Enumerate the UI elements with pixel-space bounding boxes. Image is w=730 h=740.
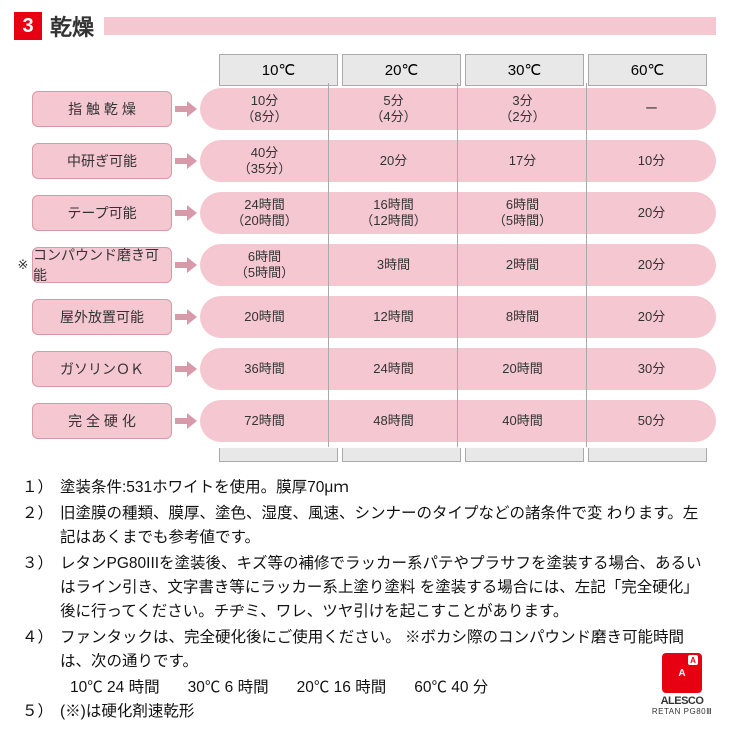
column-header: 10℃ [219, 54, 338, 86]
data-pill: 24時間（20時間）16時間（12時間）6時間（5時間）20分 [200, 192, 716, 234]
section-number: 3 [14, 12, 42, 40]
drying-table: 10℃20℃30℃60℃ 指 触 乾 燥 10分（8分）5分（4分）3分（2分）ー… [14, 54, 716, 462]
data-cell: 20分 [329, 140, 458, 182]
data-cell: 16時間（12時間） [329, 192, 458, 234]
data-cell: 36時間 [200, 348, 329, 390]
column-footers [219, 448, 716, 462]
data-cell: 48時間 [329, 400, 458, 442]
arrow-icon [172, 360, 200, 378]
data-cell: 12時間 [329, 296, 458, 338]
data-cell: 20時間 [458, 348, 587, 390]
note-number: ３） [22, 552, 60, 624]
logo-sub: RETAN PG80Ⅲ [648, 707, 716, 716]
notes: １）塗装条件:531ホワイトを使用。膜厚70μｍ２）旧塗膜の種類、膜厚、塗色、湿… [22, 476, 708, 724]
time-value: 30℃ 6 時間 [188, 676, 269, 700]
note-number: １） [22, 476, 60, 500]
data-pill: 36時間24時間20時間30分 [200, 348, 716, 390]
note-text: レタンPG80IIIを塗装後、キズ等の補修でラッカー系パテやプラサフを塗装する場… [60, 552, 708, 624]
table-row: 中研ぎ可能 40分（35分）20分17分10分 [14, 138, 716, 184]
table-row: 屋外放置可能 20時間12時間8時間20分 [14, 294, 716, 340]
time-value: 60℃ 40 分 [414, 676, 488, 700]
section-title: 乾燥 [50, 10, 94, 42]
data-cell: 24時間 [329, 348, 458, 390]
row-annotation: ※ [14, 257, 32, 273]
data-cell: 3分（2分） [458, 88, 587, 130]
data-cell: 6時間（5時間） [458, 192, 587, 234]
column-header: 20℃ [342, 54, 461, 86]
row-label: コンパウンド磨き可能 [32, 247, 172, 283]
table-row: テープ可能 24時間（20時間）16時間（12時間）6時間（5時間）20分 [14, 190, 716, 236]
note-number: ２） [22, 502, 60, 550]
arrow-icon [172, 256, 200, 274]
data-cell: 20時間 [200, 296, 329, 338]
data-pill: 10分（8分）5分（4分）3分（2分）ー [200, 88, 716, 130]
table-row: 指 触 乾 燥 10分（8分）5分（4分）3分（2分）ー [14, 86, 716, 132]
compound-times: 10℃ 24 時間 30℃ 6 時間 20℃ 16 時間 60℃ 40 分 [70, 676, 708, 700]
note-item: ４）ファンタックは、完全硬化後にご使用ください。 ※ボカシ際のコンパウンド磨き可… [22, 626, 708, 674]
column-headers: 10℃20℃30℃60℃ [219, 54, 716, 86]
note-item: ２）旧塗膜の種類、膜厚、塗色、湿度、風速、シンナーのタイプなどの諸条件で変 わり… [22, 502, 708, 550]
row-label: テープ可能 [32, 195, 172, 231]
time-value: 10℃ 24 時間 [70, 676, 160, 700]
data-cell: 20分 [587, 296, 716, 338]
data-cell: 20分 [587, 244, 716, 286]
data-cell: ー [587, 88, 716, 130]
data-cell: 2時間 [458, 244, 587, 286]
arrow-icon [172, 100, 200, 118]
data-pill: 6時間（5時間）3時間2時間20分 [200, 244, 716, 286]
note-text: ファンタックは、完全硬化後にご使用ください。 ※ボカシ際のコンパウンド磨き可能時… [60, 626, 708, 674]
note-number: ５） [22, 700, 60, 724]
section-header: 3 乾燥 [14, 10, 716, 42]
column-header: 60℃ [588, 54, 707, 86]
note-item: ３）レタンPG80IIIを塗装後、キズ等の補修でラッカー系パテやプラサフを塗装す… [22, 552, 708, 624]
data-cell: 50分 [587, 400, 716, 442]
logo-name: ALESCO [648, 695, 716, 707]
data-cell: 40分（35分） [200, 140, 329, 182]
note-number: ４） [22, 626, 60, 674]
note-text: (※)は硬化剤速乾形 [60, 700, 708, 724]
row-label: 指 触 乾 燥 [32, 91, 172, 127]
arrow-icon [172, 412, 200, 430]
time-value: 20℃ 16 時間 [297, 676, 387, 700]
logo-mark: A [662, 653, 702, 693]
data-cell: 72時間 [200, 400, 329, 442]
row-label: 完 全 硬 化 [32, 403, 172, 439]
note-item: １）塗装条件:531ホワイトを使用。膜厚70μｍ [22, 476, 708, 500]
section-bar [104, 17, 716, 35]
data-cell: 5分（4分） [329, 88, 458, 130]
column-header: 30℃ [465, 54, 584, 86]
arrow-icon [172, 308, 200, 326]
note-text: 旧塗膜の種類、膜厚、塗色、湿度、風速、シンナーのタイプなどの諸条件で変 わります… [60, 502, 708, 550]
data-cell: 10分（8分） [200, 88, 329, 130]
data-cell: 6時間（5時間） [200, 244, 329, 286]
data-cell: 17分 [458, 140, 587, 182]
data-cell: 30分 [587, 348, 716, 390]
data-pill: 20時間12時間8時間20分 [200, 296, 716, 338]
data-pill: 72時間48時間40時間50分 [200, 400, 716, 442]
arrow-icon [172, 152, 200, 170]
data-cell: 40時間 [458, 400, 587, 442]
note-text: 塗装条件:531ホワイトを使用。膜厚70μｍ [60, 476, 708, 500]
data-cell: 20分 [587, 192, 716, 234]
arrow-icon [172, 204, 200, 222]
row-label: 屋外放置可能 [32, 299, 172, 335]
data-cell: 24時間（20時間） [200, 192, 329, 234]
note-item: ５）(※)は硬化剤速乾形 [22, 700, 708, 724]
data-cell: 3時間 [329, 244, 458, 286]
data-pill: 40分（35分）20分17分10分 [200, 140, 716, 182]
row-label: 中研ぎ可能 [32, 143, 172, 179]
row-label: ガソリンＯＫ [32, 351, 172, 387]
table-row: ※コンパウンド磨き可能 6時間（5時間）3時間2時間20分 [14, 242, 716, 288]
table-row: 完 全 硬 化 72時間48時間40時間50分 [14, 398, 716, 444]
brand-logo: A ALESCO RETAN PG80Ⅲ [648, 653, 716, 716]
data-cell: 10分 [587, 140, 716, 182]
data-cell: 8時間 [458, 296, 587, 338]
table-row: ガソリンＯＫ 36時間24時間20時間30分 [14, 346, 716, 392]
